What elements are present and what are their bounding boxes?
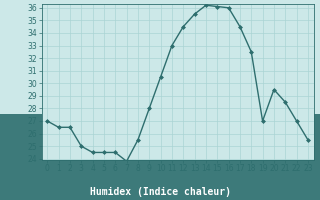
Text: Humidex (Indice chaleur): Humidex (Indice chaleur) [90,187,230,197]
